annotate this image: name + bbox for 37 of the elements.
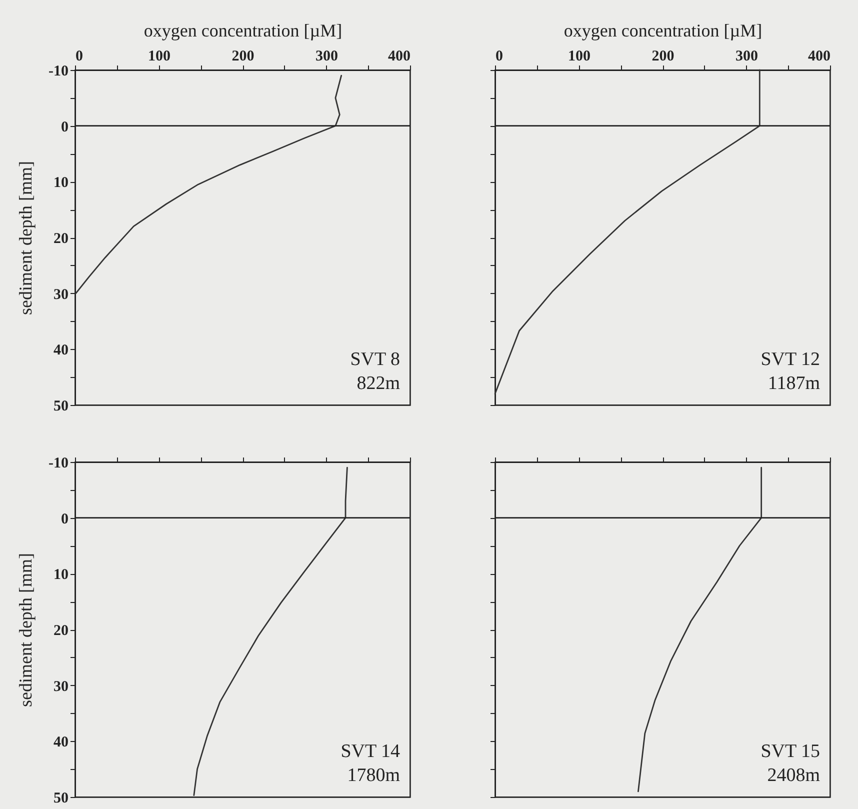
y-tick-label: 10 bbox=[54, 567, 68, 584]
annotation: 1780m bbox=[347, 765, 400, 786]
y-tick-label: 20 bbox=[54, 231, 68, 247]
y-tick-label: 30 bbox=[54, 678, 68, 695]
annotation: 1187m bbox=[768, 373, 820, 394]
y-tick-label: 50 bbox=[54, 790, 68, 806]
annotation: SVT 8 bbox=[350, 349, 400, 370]
x-tick-label: 100 bbox=[148, 48, 170, 64]
y-tick-label: 10 bbox=[54, 175, 68, 192]
x-tick-label: 100 bbox=[568, 48, 590, 64]
x-tick-label: 300 bbox=[736, 48, 758, 64]
annotation: SVT 12 bbox=[760, 349, 820, 370]
annotation: 822m bbox=[356, 373, 400, 394]
x-tick-label: 200 bbox=[652, 48, 674, 64]
y-tick-label: -10 bbox=[48, 456, 68, 472]
x-tick-label: 400 bbox=[808, 48, 830, 64]
annotation: SVT 15 bbox=[760, 741, 820, 762]
y-axis-title: sediment depth [mm] bbox=[16, 161, 36, 315]
y-tick-label: 20 bbox=[54, 623, 68, 639]
y-tick-label: 40 bbox=[54, 734, 68, 751]
x-tick-label: 400 bbox=[388, 48, 410, 64]
y-tick-label: 30 bbox=[54, 286, 68, 303]
y-tick-label: 50 bbox=[54, 398, 68, 414]
x-axis-title: oxygen concentration [µM] bbox=[144, 20, 342, 40]
x-tick-label: 0 bbox=[76, 48, 83, 64]
x-tick-label: 0 bbox=[496, 48, 503, 64]
y-tick-label: 40 bbox=[54, 342, 68, 359]
annotation: SVT 14 bbox=[340, 741, 400, 762]
x-axis-title: oxygen concentration [µM] bbox=[564, 20, 762, 40]
y-tick-label: 0 bbox=[61, 511, 68, 528]
annotation: 2408m bbox=[767, 765, 820, 786]
y-tick-label: 0 bbox=[61, 119, 68, 136]
line-series bbox=[75, 74, 342, 294]
y-tick-label: -10 bbox=[48, 64, 68, 80]
x-tick-label: 300 bbox=[316, 48, 338, 64]
y-axis-title: sediment depth [mm] bbox=[16, 553, 36, 707]
x-tick-label: 200 bbox=[232, 48, 254, 64]
